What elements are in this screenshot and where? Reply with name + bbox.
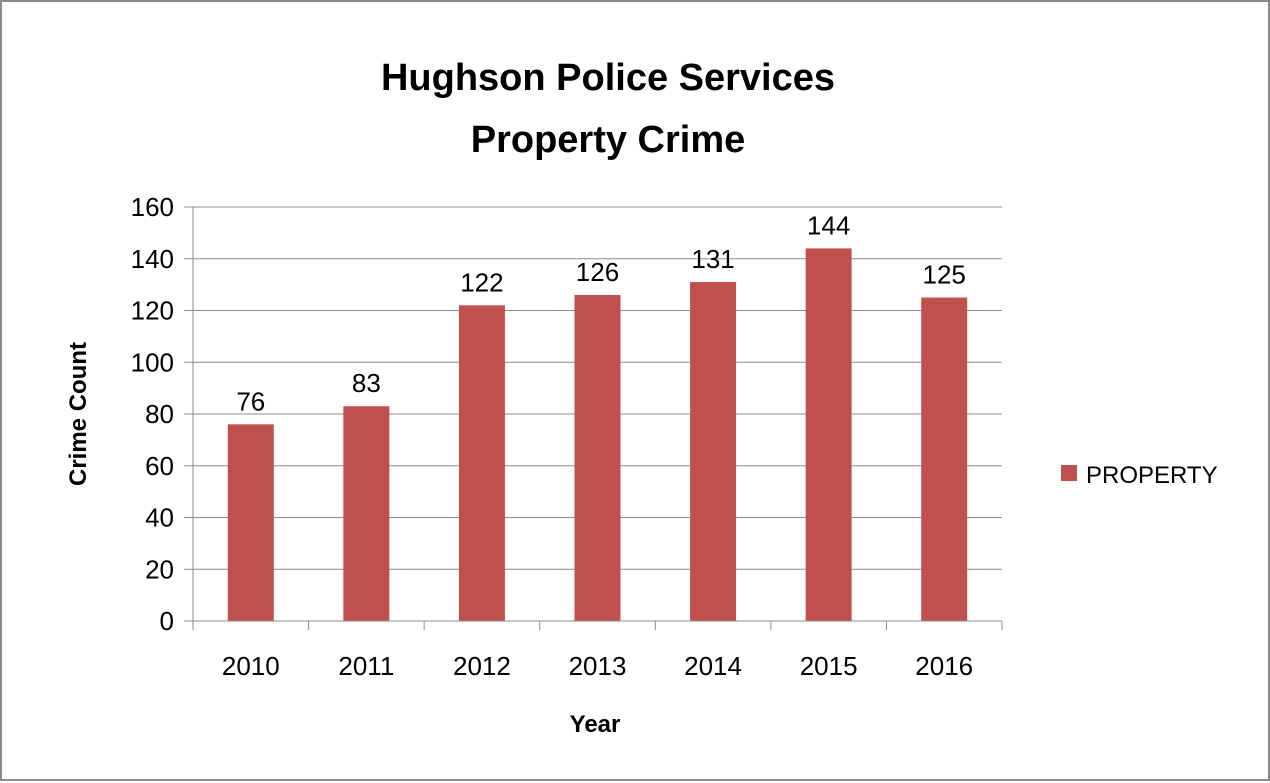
axes: 0 20 40 60 80 100 120 140 160 2010 2011 2012 2013 201… — [131, 192, 1003, 681]
data-labels: 76 83 122 126 131 144 125 — [236, 210, 966, 416]
bar-2013 — [574, 294, 621, 621]
data-label-2015: 144 — [807, 210, 850, 240]
legend-swatch-property — [1061, 465, 1077, 481]
bar-2016 — [921, 297, 968, 621]
y-axis-title: Crime Count — [65, 342, 92, 486]
data-label-2016: 125 — [923, 260, 966, 290]
bar-2010 — [227, 424, 274, 621]
x-tick-label-2016: 2016 — [915, 651, 973, 681]
bar-2012 — [458, 305, 505, 621]
bars — [227, 248, 968, 621]
legend: PROPERTY — [1061, 462, 1218, 489]
bar-2014 — [690, 282, 737, 621]
chart-subtitle: Property Crime — [471, 119, 746, 161]
x-tick-label-2011: 2011 — [338, 651, 394, 681]
y-tick-label-0: 0 — [160, 606, 174, 636]
y-tick-label-140: 140 — [131, 244, 174, 274]
y-tick-label-60: 60 — [145, 451, 174, 481]
bar-2011 — [343, 406, 390, 621]
y-tick-label-40: 40 — [145, 503, 174, 533]
bar-2015 — [805, 248, 852, 621]
x-axis-title: Year — [570, 711, 621, 738]
y-tick-label-160: 160 — [131, 192, 174, 222]
y-tick-label-100: 100 — [131, 347, 174, 377]
y-tick-label-80: 80 — [145, 399, 174, 429]
chart-title: Hughson Police Services — [381, 57, 835, 99]
data-label-2011: 83 — [352, 368, 381, 398]
y-tick-label-120: 120 — [131, 296, 174, 326]
x-tick-label-2015: 2015 — [800, 651, 858, 681]
data-label-2013: 126 — [576, 257, 619, 287]
x-tick-label-2010: 2010 — [222, 651, 280, 681]
x-tick-label-2013: 2013 — [569, 651, 627, 681]
x-tick-label-2014: 2014 — [684, 651, 742, 681]
data-label-2010: 76 — [236, 386, 265, 416]
x-tick-label-2012: 2012 — [453, 651, 511, 681]
data-label-2012: 122 — [460, 267, 503, 297]
legend-label-property: PROPERTY — [1086, 462, 1218, 489]
y-tick-label-20: 20 — [145, 554, 174, 584]
data-label-2014: 131 — [691, 244, 734, 274]
